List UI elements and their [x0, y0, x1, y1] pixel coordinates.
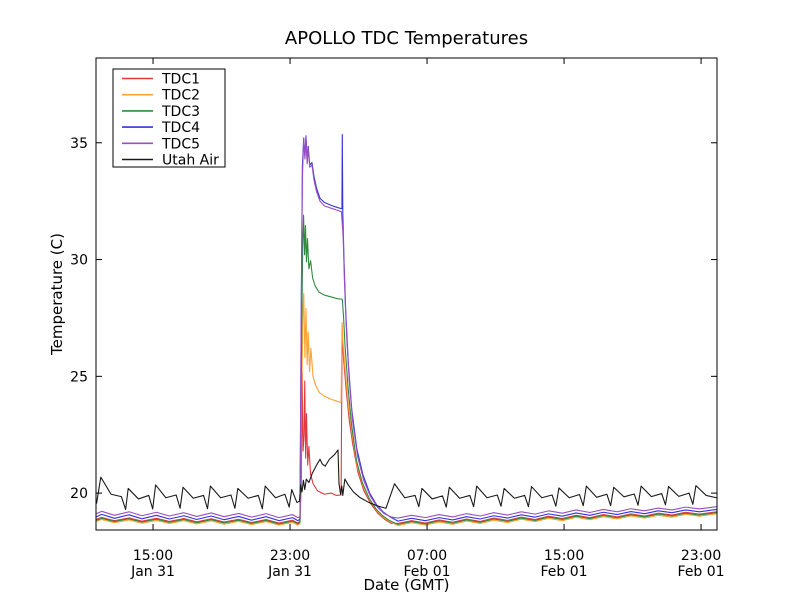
legend-label: TDC3 [161, 104, 200, 120]
chart-title: APOLLO TDC Temperatures [285, 28, 528, 49]
y-tick-label: 35 [70, 136, 88, 152]
x-tick-time-label: 23:00 [681, 548, 721, 564]
legend-label: TDC4 [161, 120, 200, 136]
x-tick-date-label: Feb 01 [541, 564, 588, 580]
y-tick-label: 25 [70, 369, 88, 385]
plot-frame [95, 57, 718, 531]
legend-label: TDC1 [161, 72, 200, 88]
series-line-TDC5 [96, 136, 717, 519]
x-tick-date-label: Feb 01 [678, 564, 725, 580]
x-tick-date-label: Feb 01 [404, 564, 451, 580]
plot-series [96, 134, 717, 527]
y-axis-label: Temperature (C) [48, 233, 66, 356]
x-tick-time-label: 23:00 [270, 548, 310, 564]
x-tick-date-label: Jan 31 [130, 564, 175, 580]
x-axis-label: Date (GMT) [363, 576, 449, 594]
x-tick-time-label: 15:00 [133, 548, 173, 564]
y-tick-label: 20 [70, 486, 88, 502]
x-tick-date-label: Jan 31 [267, 564, 312, 580]
series-line-Utah-Air [96, 449, 717, 511]
legend-label: TDC2 [161, 88, 200, 104]
y-tick-label: 30 [70, 253, 88, 269]
legend-label: TDC5 [161, 136, 200, 152]
x-tick-time-label: 15:00 [544, 548, 584, 564]
legend [112, 68, 226, 168]
x-tick-time-label: 07:00 [407, 548, 447, 564]
series-line-TDC3 [96, 214, 717, 525]
legend-label: Utah Air [162, 153, 219, 169]
legend-box [112, 68, 226, 168]
series-line-TDC4 [96, 134, 717, 522]
series-line-TDC2 [96, 292, 717, 527]
